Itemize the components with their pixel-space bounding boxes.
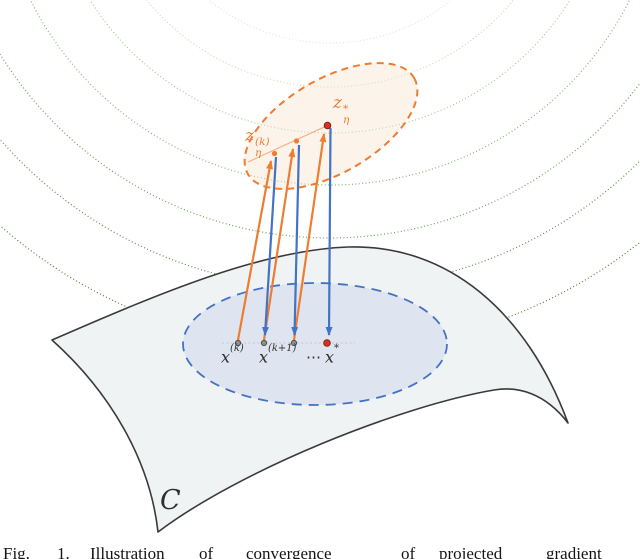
gradient-step-arrow — [292, 133, 327, 341]
label-set-c: C — [160, 485, 181, 516]
label-ellipsis: ⋯ — [306, 348, 322, 366]
optimum-point — [323, 339, 331, 347]
label-z-star: z * η — [333, 95, 349, 126]
label-z-k: z (k) η — [245, 128, 270, 159]
x-k-base: x — [221, 347, 231, 367]
figure-caption: Fig. 1. Illustration of convergence of project… — [0, 544, 640, 559]
constraint-surface — [51, 246, 569, 533]
caption-word: of — [199, 544, 214, 559]
iterate-points — [234, 121, 332, 347]
label-x-k: x(k) — [221, 344, 244, 367]
z-star-base: z — [333, 93, 342, 113]
caption-word: 1. — [57, 544, 70, 559]
latent-point — [271, 150, 278, 157]
z-star-sup: * — [342, 102, 349, 115]
z-star-sub: η — [342, 113, 350, 126]
x-star-base: x — [325, 347, 335, 367]
x-k1-base: x — [259, 347, 269, 367]
optimum-point — [323, 121, 332, 130]
x-k1-sup: (k+1) — [268, 343, 297, 355]
projection-arrow — [291, 144, 301, 336]
iterate-point — [234, 339, 242, 347]
iterate-point — [260, 339, 268, 347]
trajectory-line — [247, 124, 328, 163]
z-k-base: z — [245, 126, 254, 146]
label-x-k1: x(k+1) — [259, 344, 296, 367]
caption-word: Illustration — [90, 544, 165, 559]
z-k-sub: η — [254, 146, 262, 159]
gradient-step-arrow — [262, 148, 296, 341]
projection-arrow — [262, 156, 278, 336]
feasible-region-ellipse — [182, 282, 448, 406]
caption-word: of — [401, 544, 416, 559]
latent-trajectory-line — [247, 124, 328, 163]
gradient-step-arrow — [236, 160, 273, 341]
caption-word: gradient — [546, 544, 602, 559]
blue-projection-arrows — [262, 127, 333, 336]
caption-word: projected — [439, 544, 503, 559]
orange-ascent-arrows — [236, 133, 327, 341]
label-x-star: x* — [325, 344, 339, 367]
latent-point — [293, 138, 300, 144]
contour-ring — [207, 0, 453, 44]
iterate-point — [290, 339, 298, 347]
x-k-sup: (k) — [230, 343, 244, 355]
z-k-sup: (k) — [254, 135, 270, 148]
x-star-sup: * — [334, 343, 339, 355]
projection-arrow — [325, 127, 333, 336]
caption-word: Fig. — [3, 544, 30, 559]
caption-word: convergence — [246, 544, 332, 559]
